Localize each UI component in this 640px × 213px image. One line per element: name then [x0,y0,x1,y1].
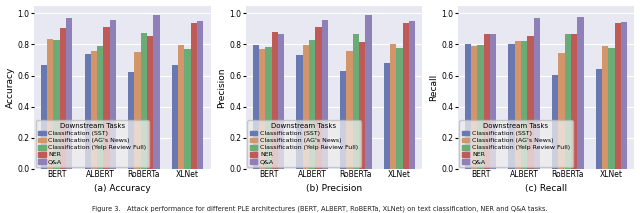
Bar [191,23,197,169]
Bar [296,55,303,169]
Bar [353,34,359,169]
Bar [614,23,621,169]
Bar [184,49,191,169]
Bar [154,15,159,169]
Bar [409,21,415,169]
Bar [91,51,97,169]
Bar [552,75,558,169]
Text: Figure 3.   Attack performance for different PLE architectures (BERT, ALBERT, Ro: Figure 3. Attack performance for differe… [92,205,548,212]
Bar [266,47,272,169]
Legend: Classification (SST), Classification (AG's News), Classification (Yelp Review Fu: Classification (SST), Classification (AG… [460,121,573,167]
Bar [558,53,564,169]
Bar [197,21,204,169]
Bar [316,27,322,169]
Bar [471,46,477,169]
Bar [596,69,602,169]
Bar [60,28,66,169]
Bar [41,65,47,169]
Bar [527,36,534,169]
Bar [178,45,184,169]
Bar [534,18,540,169]
Bar [104,27,109,169]
Bar [396,48,403,169]
Bar [303,45,309,169]
Bar [322,20,328,169]
Bar [577,17,584,169]
Bar [390,45,396,169]
Bar [141,33,147,169]
Bar [97,46,104,169]
Bar [608,48,614,169]
Bar [309,40,316,169]
Bar [278,34,284,169]
Bar [253,45,259,169]
Bar [109,20,116,169]
Bar [172,65,178,169]
X-axis label: (c) Recall: (c) Recall [525,184,567,193]
Bar [571,34,577,169]
Bar [128,72,134,169]
Bar [403,23,409,169]
Bar [359,42,365,169]
Bar [490,34,496,169]
Bar [272,32,278,169]
Bar [346,52,353,169]
Bar [66,18,72,169]
Bar [515,40,521,169]
Bar [384,63,390,169]
Bar [47,39,54,169]
X-axis label: (a) Accuracy: (a) Accuracy [93,184,150,193]
Bar [484,34,490,169]
Bar [564,34,571,169]
Bar [54,40,60,169]
Y-axis label: Accuracy: Accuracy [6,67,15,108]
Y-axis label: Recall: Recall [429,74,438,101]
Bar [465,45,471,169]
Bar [365,15,372,169]
X-axis label: (b) Precision: (b) Precision [306,184,362,193]
Bar [340,71,346,169]
Bar [508,44,515,169]
Bar [521,40,527,169]
Bar [84,54,91,169]
Bar [621,22,627,169]
Bar [477,45,484,169]
Legend: Classification (SST), Classification (AG's News), Classification (Yelp Review Fu: Classification (SST), Classification (AG… [248,121,360,167]
Y-axis label: Precision: Precision [218,67,227,108]
Bar [602,46,608,169]
Legend: Classification (SST), Classification (AG's News), Classification (Yelp Review Fu: Classification (SST), Classification (AG… [35,121,148,167]
Bar [259,49,266,169]
Bar [147,36,154,169]
Bar [134,52,141,169]
